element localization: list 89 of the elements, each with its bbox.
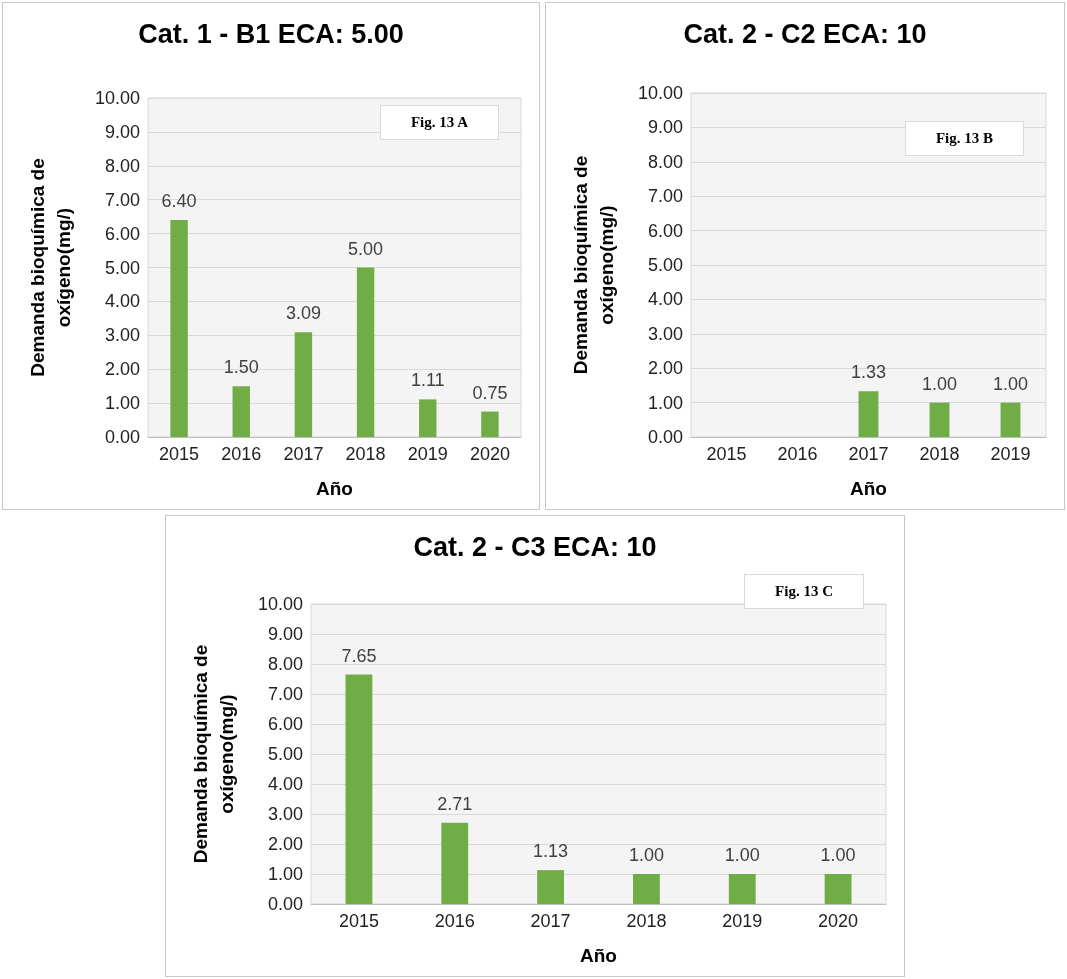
bar xyxy=(294,332,313,437)
bar xyxy=(232,386,250,437)
y-tick-label: 9.00 xyxy=(267,624,303,644)
caption-box: Fig. 13 B xyxy=(904,121,1024,156)
bar xyxy=(356,267,375,437)
y-tick-label: 2.00 xyxy=(267,834,303,854)
y-tick-label: 1.00 xyxy=(104,393,140,414)
data-label: 1.50 xyxy=(223,357,259,378)
bar xyxy=(824,874,852,904)
data-label: 2.71 xyxy=(437,793,473,814)
y-tick-label: 8.00 xyxy=(267,654,303,674)
x-tick-label: 2017 xyxy=(530,911,571,931)
y-tick-label: 10.00 xyxy=(257,594,303,614)
x-tick-label: 2016 xyxy=(434,911,475,931)
y-tick-label: 4.00 xyxy=(647,289,683,310)
x-tick-label: 2019 xyxy=(722,911,763,931)
y-tick-label: 6.00 xyxy=(647,220,683,241)
y-tick-label: 0.00 xyxy=(647,427,683,447)
caption-box: Fig. 13 C xyxy=(744,574,864,609)
y-tick-label: 5.00 xyxy=(104,257,140,278)
y-tick-label: 7.00 xyxy=(104,189,140,210)
data-label: 1.33 xyxy=(850,362,887,383)
y-tick-label: 7.00 xyxy=(647,186,683,207)
y-tick-label: 4.00 xyxy=(104,291,140,312)
x-tick-label: 2020 xyxy=(818,911,859,931)
y-tick-label: 6.00 xyxy=(104,223,140,244)
x-tick-label: 2019 xyxy=(407,444,448,464)
y-tick-label: 2.00 xyxy=(104,359,140,380)
x-axis-title: Año xyxy=(580,945,617,966)
data-label: 1.00 xyxy=(992,373,1029,394)
data-label: 1.00 xyxy=(820,845,856,865)
x-tick-label: 2019 xyxy=(990,444,1031,464)
x-tick-label: 2015 xyxy=(159,444,200,464)
bar xyxy=(441,822,469,904)
bar xyxy=(170,220,188,437)
x-tick-label: 2020 xyxy=(469,444,510,464)
data-label: 6.40 xyxy=(161,191,197,212)
x-tick-label: 2016 xyxy=(777,444,818,464)
data-label: 5.00 xyxy=(348,238,384,259)
y-tick-label: 9.00 xyxy=(647,117,683,138)
chart-title: Cat. 2 - C2 ECA: 10 xyxy=(683,18,927,49)
y-tick-label: 3.00 xyxy=(647,323,683,344)
bar xyxy=(633,874,660,904)
x-axis-title: Año xyxy=(316,478,353,499)
data-label: 1.00 xyxy=(724,845,760,865)
x-tick-label: 2016 xyxy=(221,444,262,464)
data-label: 3.09 xyxy=(285,303,321,324)
y-tick-label: 9.00 xyxy=(104,121,140,142)
y-tick-label: 1.00 xyxy=(647,392,683,413)
y-tick-label: 10.00 xyxy=(94,88,140,108)
y-tick-label: 1.00 xyxy=(267,864,303,884)
x-tick-label: 2018 xyxy=(626,911,667,931)
bar xyxy=(537,870,564,904)
x-tick-label: 2017 xyxy=(848,444,889,464)
data-label: 0.75 xyxy=(472,382,508,403)
y-tick-label: 3.00 xyxy=(104,325,140,346)
y-tick-label: 5.00 xyxy=(647,255,683,275)
y-tick-label: 0.00 xyxy=(104,427,140,447)
caption-box: Fig. 13 A xyxy=(379,105,499,140)
y-tick-label: 4.00 xyxy=(267,774,303,794)
y-tick-label: 8.00 xyxy=(104,155,140,176)
y-tick-label: 2.00 xyxy=(647,358,683,379)
y-tick-label: 6.00 xyxy=(267,714,303,734)
bar xyxy=(481,411,499,437)
data-label: 1.00 xyxy=(628,845,664,865)
data-label: 7.65 xyxy=(341,645,377,666)
y-tick-label: 3.00 xyxy=(267,804,303,824)
chart-title: Cat. 2 - C3 ECA: 10 xyxy=(413,531,657,562)
x-tick-label: 2015 xyxy=(338,911,379,931)
y-tick-label: 7.00 xyxy=(267,684,303,704)
data-label: 1.13 xyxy=(533,841,569,862)
x-tick-label: 2018 xyxy=(919,444,960,464)
data-label: 1.00 xyxy=(921,373,958,394)
chart-title: Cat. 1 - B1 ECA: 5.00 xyxy=(138,18,404,49)
bar xyxy=(345,674,373,904)
y-axis-title: Demanda bioquímica de oxígeno(mg/) xyxy=(26,158,74,377)
bar xyxy=(419,399,437,437)
data-label: 1.11 xyxy=(410,370,445,391)
y-tick-label: 0.00 xyxy=(267,894,303,914)
y-tick-label: 8.00 xyxy=(647,151,683,172)
x-tick-label: 2015 xyxy=(706,444,747,464)
y-tick-label: 5.00 xyxy=(267,744,303,764)
bar xyxy=(728,874,756,904)
x-tick-label: 2017 xyxy=(283,444,324,464)
x-axis-title: Año xyxy=(850,478,887,499)
y-axis-title: Demanda bioquímica de oxígeno(mg/) xyxy=(569,155,617,375)
x-tick-label: 2018 xyxy=(345,444,386,464)
y-axis-title: Demanda bioquímica de oxígeno(mg/) xyxy=(189,644,237,864)
y-tick-label: 10.00 xyxy=(637,83,683,103)
